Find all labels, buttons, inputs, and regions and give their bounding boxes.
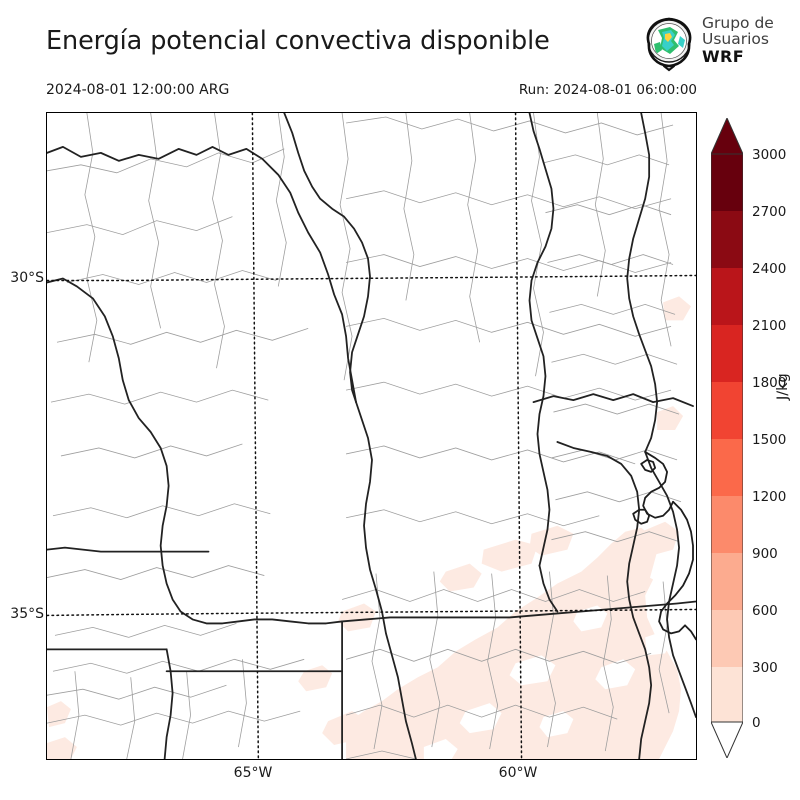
gridlines (47, 113, 696, 759)
globe-laurel-emblem-icon (640, 14, 698, 72)
gridline-lon-60W (514, 113, 523, 759)
gridline-lon-65W (251, 113, 260, 759)
colorbar-tick-2700: 2700 (752, 204, 787, 220)
cape-shaded-field (47, 296, 692, 759)
colorbar-extend-min-arrow (711, 721, 743, 758)
wrf-user-group-logo: Grupo de Usuarios WRF (640, 14, 795, 76)
gridline-lat-30S (47, 274, 696, 282)
page-title: Energía potencial convectiva disponible (46, 26, 550, 56)
map-svg (47, 113, 696, 759)
colorbar-tick-300: 300 (752, 660, 778, 676)
lon-tick-65W: 65°W (233, 765, 273, 781)
logo-line-1: Grupo de (702, 14, 774, 32)
colorbar-bands (711, 154, 743, 722)
gridline-lat-35S (47, 608, 696, 617)
run-time-label: Run: 2024-08-01 06:00:00 (518, 82, 697, 98)
logo-line-3: WRF (702, 46, 745, 66)
colorbar-extend-max-arrow (711, 118, 743, 155)
map-plot-area (46, 112, 697, 760)
logo-text-block: Grupo de Usuarios WRF (702, 14, 774, 66)
colorbar-tick-900: 900 (752, 546, 778, 562)
lat-tick-35S: 35°S (10, 606, 44, 622)
colorbar-tick-1500: 1500 (752, 432, 787, 448)
colorbar (711, 118, 743, 758)
colorbar-tick-1800: 1800 (752, 375, 787, 391)
lat-tick-30S: 30°S (10, 270, 44, 286)
logo-line-2: Usuarios (702, 29, 769, 48)
provincial-boundaries (47, 113, 696, 759)
colorbar-tick-0: 0 (752, 715, 761, 731)
colorbar-tick-1200: 1200 (752, 489, 787, 505)
valid-time-label: 2024-08-01 12:00:00 ARG (46, 82, 230, 98)
colorbar-tick-2400: 2400 (752, 261, 787, 277)
department-boundaries (47, 113, 682, 759)
colorbar-tick-600: 600 (752, 603, 778, 619)
colorbar-tick-3000: 3000 (752, 147, 787, 163)
colorbar-tick-2100: 2100 (752, 318, 787, 334)
lon-tick-60W: 60°W (498, 765, 538, 781)
colorbar-unit-label: J/kg (775, 373, 791, 400)
colorbar-svg (711, 118, 743, 758)
coastline (632, 451, 696, 641)
